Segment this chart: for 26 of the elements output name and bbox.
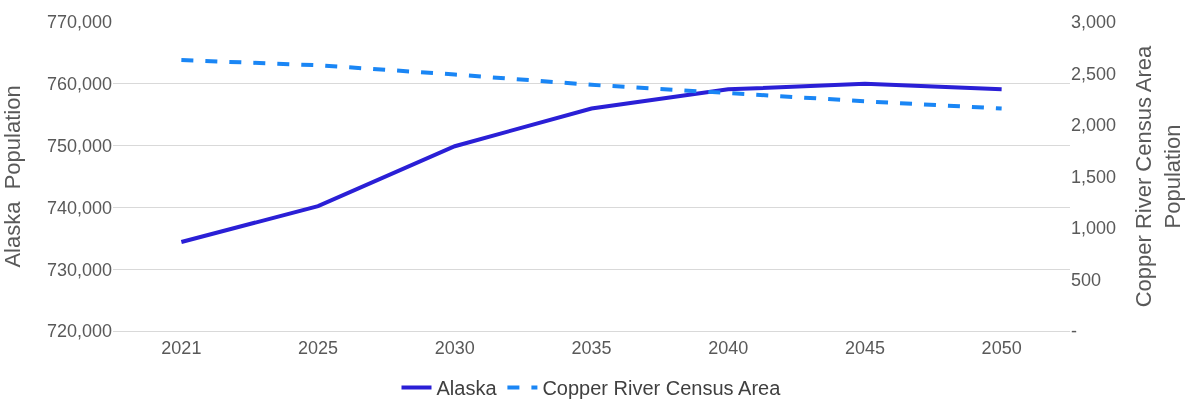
x-tick-label: 2045: [844, 337, 885, 358]
line-series: [179, 81, 1004, 245]
x-tick-label: 2025: [298, 337, 339, 358]
x-tick-label: 2040: [708, 337, 749, 358]
y-tick-label: 740,000: [46, 197, 112, 218]
y2-tick-label: 3,000: [1071, 12, 1117, 33]
y2-tick-label: -: [1071, 321, 1077, 342]
y-tick-label: 730,000: [46, 259, 112, 280]
y-tick-label: 750,000: [46, 135, 112, 156]
y2-tick-label: 1,500: [1071, 166, 1117, 187]
x-tick-label: 2030: [434, 337, 475, 358]
y-tick-label: 720,000: [46, 321, 112, 342]
legend-label: Alaska: [436, 377, 498, 400]
line-series: [179, 58, 1004, 111]
y2-tick-label: 500: [1071, 269, 1102, 290]
y-tick-label: 760,000: [46, 74, 112, 95]
y2-tick-label: 2,500: [1071, 63, 1117, 84]
y-axis-title: Alaska Population: [0, 85, 25, 268]
y2-tick-label: 1,000: [1071, 218, 1117, 239]
x-tick-label: 2035: [571, 337, 612, 358]
y-tick-label: 770,000: [46, 12, 112, 33]
x-tick-label: 2050: [981, 337, 1022, 358]
legend-label: Copper River Census Area: [542, 377, 782, 400]
y2-axis-title: Copper River Census Area Population: [1130, 44, 1185, 308]
x-tick-label: 2021: [161, 337, 202, 358]
y2-tick-label: 2,000: [1071, 115, 1117, 136]
